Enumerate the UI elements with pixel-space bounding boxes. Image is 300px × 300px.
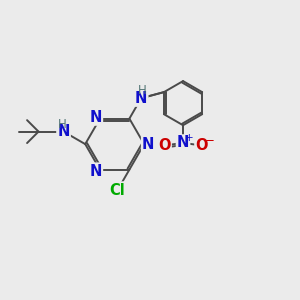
Text: +: + <box>184 133 193 142</box>
Text: N: N <box>177 135 189 150</box>
Text: Cl: Cl <box>110 182 125 197</box>
Text: N: N <box>135 91 147 106</box>
Text: O: O <box>195 138 208 153</box>
Text: O: O <box>158 138 171 153</box>
Text: N: N <box>90 164 102 178</box>
Text: H: H <box>58 118 67 131</box>
Text: −: − <box>205 134 214 147</box>
Text: H: H <box>137 84 146 98</box>
Text: N: N <box>90 110 102 124</box>
Text: N: N <box>142 136 155 152</box>
Text: N: N <box>57 124 70 139</box>
